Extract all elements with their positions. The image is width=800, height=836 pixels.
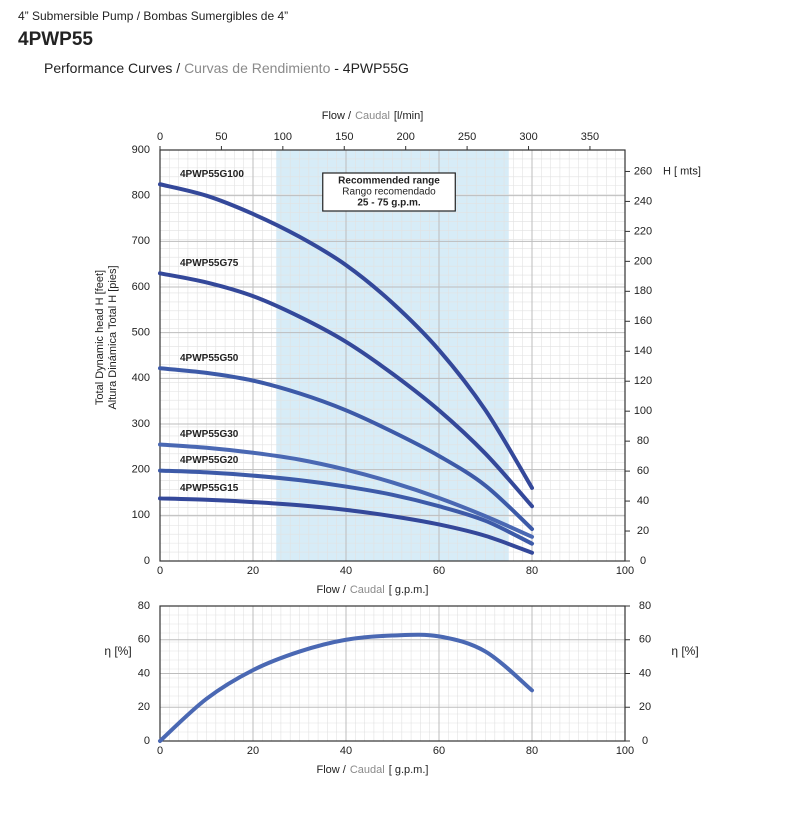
axis-label-part: [ g.p.m.] (389, 584, 429, 596)
y2-tick-label: 200 (634, 255, 652, 267)
y2-tick-label: 140 (634, 345, 652, 357)
y2-tick-label: 120 (634, 375, 652, 387)
curve (158, 271, 534, 509)
y-tick-label: 500 (132, 327, 150, 339)
heading: Performance Curves / Curvas de Rendimien… (44, 60, 409, 76)
curve (158, 366, 534, 532)
series-label: 4PWP55G30 (180, 429, 239, 440)
y-tick-label: 20 (138, 701, 150, 713)
axis-label: Flow / Caudal [ g.p.m.] (317, 584, 429, 596)
y2-tick-label: 80 (637, 435, 649, 447)
x-tick-label: 0 (157, 745, 163, 757)
x-tick-label: 20 (247, 745, 259, 757)
y-tick-label: 700 (132, 235, 150, 247)
x2-tick-label: 0 (157, 131, 163, 143)
y-tick-label: 60 (138, 634, 150, 646)
plot-frame (159, 149, 626, 562)
model: 4PWP55 (18, 29, 93, 50)
y-tick-label: 100 (132, 509, 150, 521)
y-label: η [%] (671, 644, 698, 658)
y-label: Altura Dinámica Total H [pies] (107, 265, 119, 409)
x2-tick-label: 150 (335, 131, 353, 143)
curve (158, 182, 534, 490)
heading-part: Performance Curves / (44, 60, 180, 76)
curve (158, 632, 534, 743)
y-tick-label: 800 (132, 190, 150, 202)
annotation: 25 - 75 g.p.m. (357, 198, 421, 209)
y-tick-label: 200 (132, 464, 150, 476)
x2-tick-label: 350 (581, 131, 599, 143)
y2-label: H [ mts] (663, 165, 701, 177)
x-tick-label: 0 (157, 565, 163, 577)
y-right-tick-label: 80 (639, 600, 651, 612)
y-tick-label: 40 (138, 667, 150, 679)
y-label: η [%] (104, 644, 131, 658)
y-tick-label: 400 (132, 372, 150, 384)
x2-tick-label: 50 (215, 131, 227, 143)
x-tick-label: 40 (340, 565, 352, 577)
y2-tick-label: 240 (634, 195, 652, 207)
series-label: 4PWP55G75 (180, 258, 239, 269)
axis-label-part: Caudal (350, 584, 385, 596)
y-tick-label: 300 (132, 418, 150, 430)
axis-label-part: Flow / (317, 584, 347, 596)
y2-tick-label: 260 (634, 165, 652, 177)
series-label: 4PWP55G20 (180, 455, 239, 466)
x-tick-label: 60 (433, 745, 445, 757)
series-label: 4PWP55G100 (180, 169, 244, 180)
y2-tick-label: 160 (634, 315, 652, 327)
axis-label: Flow / Caudal [ g.p.m.] (317, 764, 429, 776)
series-label: 4PWP55G50 (180, 353, 239, 364)
curve (158, 468, 534, 546)
x-tick-label: 100 (616, 745, 634, 757)
axis-label-part: Caudal (355, 110, 390, 122)
y-right-tick-label: 40 (639, 667, 651, 679)
y-tick-label: 600 (132, 281, 150, 293)
y2-tick-label: 0 (640, 555, 646, 567)
x2-tick-label: 250 (458, 131, 476, 143)
x-tick-label: 100 (616, 565, 634, 577)
annotation-box (322, 172, 456, 212)
annotation: Recommended range (338, 176, 440, 187)
plot-frame (159, 605, 626, 742)
y2-tick-label: 220 (634, 225, 652, 237)
x-tick-label: 20 (247, 565, 259, 577)
y-right-tick-label: 0 (642, 735, 648, 747)
y-tick-label: 80 (138, 600, 150, 612)
x2-tick-label: 200 (397, 131, 415, 143)
x-tick-label: 60 (433, 565, 445, 577)
y-tick-label: 0 (144, 555, 150, 567)
y2-tick-label: 20 (637, 525, 649, 537)
y-right-tick-label: 60 (639, 634, 651, 646)
axis-label-part: Flow / (322, 110, 352, 122)
y2-tick-label: 180 (634, 285, 652, 297)
y-tick-label: 0 (144, 735, 150, 747)
heading-part: Curvas de Rendimiento (184, 60, 331, 76)
axis-label-part: Flow / (317, 764, 347, 776)
x2-tick-label: 300 (519, 131, 537, 143)
subtitle: 4” Submersible Pump / Bombas Sumergibles… (18, 9, 288, 23)
heading-part: - 4PWP55G (334, 60, 409, 76)
x-tick-label: 40 (340, 745, 352, 757)
axis-label-part: Caudal (350, 764, 385, 776)
y-label: Total Dynamic head H [feet] (94, 270, 106, 405)
axis-label: Flow / Caudal [l/min] (322, 110, 424, 122)
x-tick-label: 80 (526, 565, 538, 577)
curve (158, 442, 534, 539)
series-label: 4PWP55G15 (180, 483, 239, 494)
y-tick-label: 900 (132, 144, 150, 156)
annotation: Rango recomendado (342, 187, 436, 198)
axis-label-part: [ g.p.m.] (389, 764, 429, 776)
y2-tick-label: 40 (637, 495, 649, 507)
y2-tick-label: 60 (637, 465, 649, 477)
curve (158, 496, 534, 555)
axis-label-part: [l/min] (394, 110, 423, 122)
y2-tick-label: 100 (634, 405, 652, 417)
y-right-tick-label: 20 (639, 701, 651, 713)
x-tick-label: 80 (526, 745, 538, 757)
x2-tick-label: 100 (274, 131, 292, 143)
